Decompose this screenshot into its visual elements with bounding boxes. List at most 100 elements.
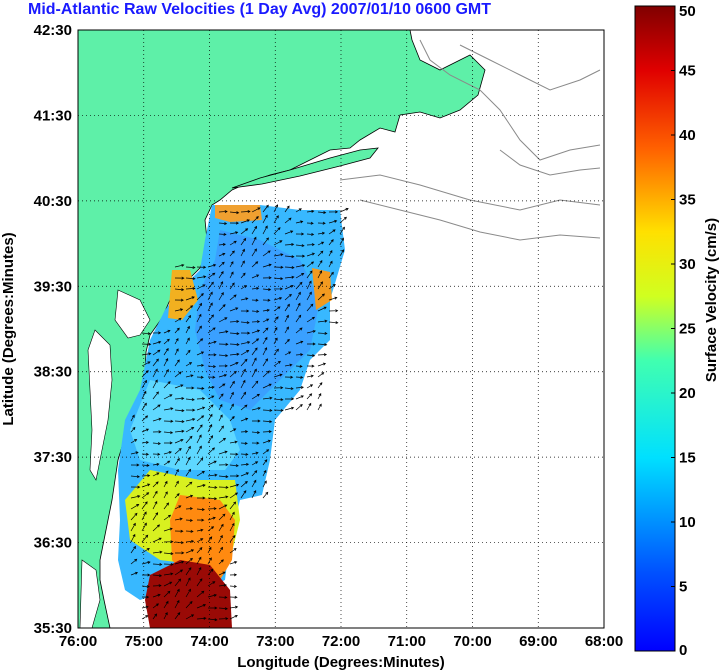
velocity-arrow	[306, 342, 316, 346]
velocity-arrow	[240, 350, 250, 356]
velocity-arrow	[207, 593, 217, 598]
velocity-arrow	[262, 491, 269, 499]
velocity-arrow	[251, 431, 261, 435]
velocity-arrow	[196, 386, 205, 390]
velocity-arrow	[251, 248, 257, 257]
velocity-arrow	[284, 375, 294, 379]
velocity-arrow	[196, 265, 207, 269]
velocity-arrow	[141, 492, 150, 499]
velocity-arrow	[218, 425, 224, 433]
velocity-arrow	[240, 219, 250, 224]
velocity-arrow	[328, 229, 336, 235]
velocity-arrow	[207, 435, 214, 444]
velocity-arrow	[284, 351, 292, 356]
velocity-arrow	[229, 548, 237, 554]
velocity-arrow	[317, 270, 323, 279]
velocity-arrow	[152, 537, 162, 543]
velocity-arrow	[229, 282, 235, 290]
velocity-arrow	[141, 595, 150, 599]
velocity-arrow	[218, 221, 228, 225]
velocity-arrow	[295, 385, 304, 389]
velocity-arrow	[196, 284, 206, 290]
velocity-arrow	[229, 492, 239, 499]
velocity-arrow	[130, 533, 136, 543]
velocity-arrow	[174, 317, 182, 323]
velocity-arrow	[130, 426, 136, 433]
velocity-arrow	[251, 225, 257, 235]
velocity-arrow	[295, 281, 303, 290]
velocity-arrow	[218, 513, 226, 521]
velocity-arrow	[174, 612, 181, 620]
velocity-arrow	[174, 409, 185, 413]
velocity-arrow	[152, 481, 159, 488]
velocity-arrow	[295, 232, 305, 236]
velocity-arrow	[207, 424, 213, 433]
velocity-arrow	[174, 505, 182, 510]
velocity-arrow	[317, 372, 325, 378]
velocity-arrow	[218, 495, 229, 499]
velocity-arrow	[229, 352, 240, 356]
velocity-arrow	[306, 261, 315, 268]
velocity-arrow	[273, 386, 284, 390]
velocity-arrow	[218, 546, 223, 554]
velocity-arrow	[218, 252, 226, 257]
velocity-arrow	[185, 614, 195, 620]
velocity-arrow	[196, 566, 202, 576]
velocity-arrow	[152, 417, 162, 422]
velocity-arrow	[262, 308, 270, 312]
velocity-arrow	[262, 288, 272, 292]
velocity-arrow	[141, 390, 147, 400]
velocity-arrow	[141, 561, 151, 565]
velocity-arrow	[251, 470, 258, 477]
velocity-arrow	[196, 578, 203, 587]
velocity-arrow	[262, 439, 271, 444]
x-tick-label: 70:00	[453, 633, 491, 650]
velocity-arrow	[240, 248, 245, 257]
velocity-arrow	[196, 434, 202, 444]
velocity-arrow	[163, 394, 173, 400]
velocity-arrow	[218, 617, 229, 621]
velocity-arrow	[317, 353, 328, 357]
velocity-arrow	[163, 407, 174, 411]
velocity-arrow	[251, 347, 258, 356]
velocity-arrow	[130, 451, 139, 455]
velocity-arrow	[163, 329, 171, 334]
velocity-arrow	[229, 221, 240, 225]
velocity-arrow	[207, 618, 218, 622]
velocity-arrow	[163, 572, 174, 576]
velocity-arrow	[240, 417, 249, 422]
velocity-arrow	[306, 280, 312, 290]
velocity-arrow	[262, 408, 273, 412]
velocity-arrow	[251, 320, 261, 324]
velocity-arrow	[185, 386, 195, 390]
velocity-arrow	[218, 317, 228, 323]
velocity-arrow	[185, 337, 190, 345]
velocity-arrow	[185, 567, 192, 576]
velocity-arrow	[196, 518, 205, 522]
velocity-arrow	[229, 522, 235, 532]
velocity-arrow	[152, 500, 158, 510]
velocity-arrow	[130, 571, 139, 576]
velocity-arrow	[251, 261, 259, 268]
velocity-arrow	[130, 414, 135, 422]
velocity-arrow	[218, 437, 227, 444]
velocity-arrow	[240, 404, 248, 411]
velocity-arrow	[317, 281, 323, 290]
velocity-arrow	[196, 338, 204, 345]
velocity-arrow	[141, 452, 150, 456]
velocity-arrow	[229, 342, 240, 346]
velocity-arrow	[185, 427, 195, 433]
colorbar-tick-label: 0	[679, 642, 687, 659]
velocity-arrow	[185, 529, 194, 533]
y-axis-title: Latitude (Degrees:Minutes)	[0, 232, 17, 425]
velocity-arrow	[306, 364, 315, 368]
figure-title: Mid-Atlantic Raw Velocities (1 Day Avg) …	[28, 1, 491, 18]
velocity-arrow	[185, 296, 195, 301]
velocity-arrow	[130, 512, 138, 521]
velocity-arrow	[229, 511, 235, 521]
velocity-patch-mid	[130, 380, 240, 470]
velocity-arrow	[196, 275, 207, 279]
velocity-arrow	[339, 249, 344, 257]
